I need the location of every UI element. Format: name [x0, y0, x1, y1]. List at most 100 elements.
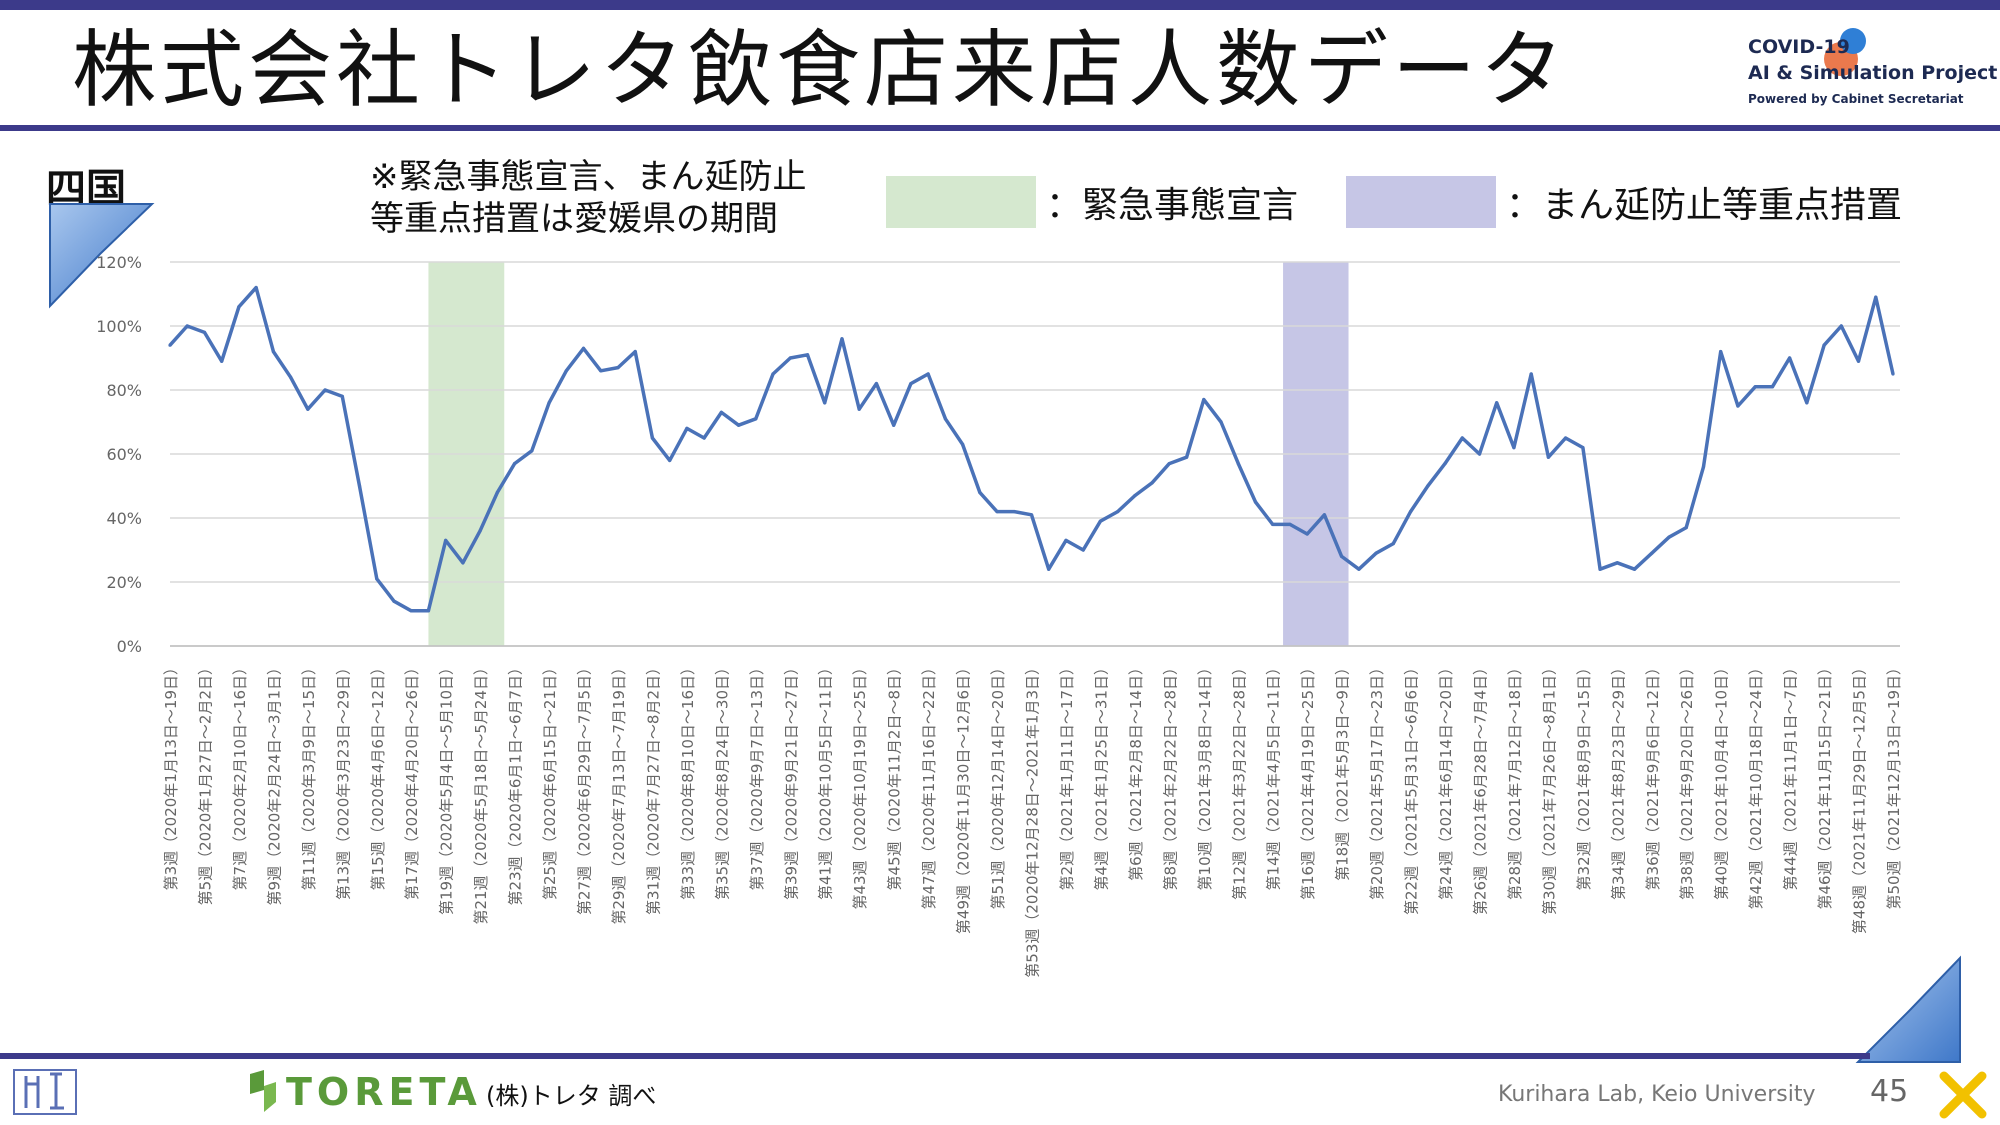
data-point: [857, 407, 861, 411]
x-tick-label: 第33週（2020年8月10日～16日）: [679, 660, 697, 900]
logo-blue-circle-icon: [1840, 28, 1866, 54]
data-point: [1564, 436, 1568, 440]
x-tick-label: 第26週（2021年6月28日～7月4日）: [1471, 660, 1489, 915]
x-tick-label: 第4週（2021年1月25日～31日）: [1092, 660, 1110, 890]
x-tick-label: 第8週（2021年2月22日～28日）: [1161, 660, 1179, 890]
data-point: [823, 401, 827, 405]
x-tick-label: 第42週（2021年10月18日～24日）: [1747, 660, 1765, 910]
data-point: [1719, 350, 1723, 354]
data-point: [1029, 513, 1034, 517]
data-point: [1529, 372, 1533, 376]
data-point: [1374, 551, 1378, 555]
data-point: [1684, 526, 1688, 530]
x-tick-label: 第43週（2020年10月19日～25日）: [851, 660, 869, 910]
legend-label-emergency: ：緊急事態宣言: [1046, 185, 1299, 226]
data-point: [892, 423, 896, 427]
data-point: [840, 337, 844, 341]
data-point: [237, 305, 241, 309]
data-point: [1546, 455, 1550, 459]
data-point: [1891, 372, 1895, 376]
y-tick-label: 120%: [96, 253, 142, 272]
data-point: [426, 609, 431, 613]
data-point: [1064, 538, 1068, 543]
data-point: [1667, 535, 1671, 539]
x-tick-label: 第40週（2021年10月4日～10日）: [1713, 660, 1731, 900]
x-tick-label: 第15週（2020年4月6日～12日）: [369, 660, 387, 890]
data-point: [1770, 385, 1774, 389]
x-tick-label: 第45週（2020年11月2日～8日）: [886, 660, 904, 890]
data-point: [202, 330, 207, 334]
data-point: [1512, 446, 1516, 450]
data-point: [461, 561, 465, 565]
data-point: [185, 324, 189, 328]
data-point: [1822, 343, 1826, 347]
data-point: [1495, 401, 1499, 405]
title-underline: [0, 125, 2000, 131]
data-point: [1167, 462, 1171, 466]
x-tick-label: 第5週（2020年1月27日～2月2日）: [196, 660, 214, 905]
data-point: [357, 484, 362, 488]
data-point: [323, 388, 327, 392]
y-tick-label: 20%: [106, 573, 142, 592]
x-tick-label: 第17週（2020年4月20日～26日）: [403, 660, 421, 900]
data-point: [668, 458, 672, 462]
x-tick-label: 第39週（2020年9月21日～27日）: [782, 660, 800, 900]
x-tick-label: 第32週（2021年8月9日～15日）: [1575, 660, 1593, 890]
data-point: [1856, 359, 1861, 363]
x-tick-label: 第49週（2020年11月30日～12月6日）: [955, 660, 973, 934]
data-point: [599, 369, 603, 373]
data-point: [1271, 522, 1275, 527]
data-point: [1202, 398, 1206, 402]
data-point: [1443, 462, 1447, 466]
data-point: [754, 417, 758, 421]
top-accent-bar: [0, 0, 2000, 10]
y-tick-label: 40%: [106, 509, 142, 528]
x-tick-label: 第3週（2020年1月13日～19日）: [162, 660, 180, 890]
x-tick-label: 第46週（2021年11月15日～21日）: [1816, 660, 1834, 910]
data-point: [1098, 519, 1103, 523]
data-point: [805, 353, 810, 357]
page-number: 45: [1870, 1074, 1909, 1109]
data-point: [581, 346, 586, 350]
data-point: [960, 442, 965, 446]
data-point: [530, 449, 534, 453]
x-tick-label: 第41週（2020年10月5日～11日）: [817, 660, 835, 900]
data-point: [1598, 567, 1602, 571]
data-point: [271, 350, 275, 354]
data-point: [1477, 452, 1482, 456]
data-point: [771, 372, 775, 376]
data-point: [1012, 510, 1016, 514]
data-point: [340, 394, 344, 398]
data-point: [1116, 510, 1120, 514]
data-point: [1788, 356, 1792, 360]
data-source: (株)トレタ 調べ: [486, 1082, 657, 1110]
data-point: [736, 423, 741, 427]
data-point: [478, 529, 482, 533]
y-tick-label: 100%: [96, 317, 142, 336]
data-point: [375, 577, 379, 581]
data-point: [1753, 385, 1757, 389]
y-tick-label: 80%: [106, 381, 142, 400]
x-mark-logo-icon: [1939, 1071, 1987, 1119]
x-tick-label: 第7週（2020年2月10日～16日）: [231, 660, 249, 890]
toreta-logo: TORETA: [246, 1068, 477, 1114]
data-point: [1581, 446, 1585, 450]
x-tick-label: 第27週（2020年6月29日～7月5日）: [576, 660, 594, 915]
data-point: [1219, 420, 1223, 424]
data-point: [1081, 548, 1085, 552]
x-tick-label: 第9週（2020年2月24日～3月1日）: [265, 660, 283, 905]
data-point: [1701, 465, 1706, 469]
data-point: [1615, 561, 1619, 565]
x-tick-label: 第36週（2021年9月6日～12日）: [1644, 660, 1662, 890]
corner-decoration-top-left: [49, 203, 155, 309]
data-point: [495, 490, 499, 494]
x-tick-label: 第25週（2020年6月15日～21日）: [541, 660, 559, 900]
data-point: [547, 401, 551, 405]
data-point: [392, 599, 396, 603]
x-tick-label: 第22週（2021年5月31日～6月6日）: [1403, 660, 1421, 915]
x-tick-label: 第34週（2021年8月23日～29日）: [1609, 660, 1627, 900]
data-point: [926, 372, 930, 376]
data-point: [1874, 295, 1878, 299]
x-tick-label: 第6週（2021年2月8日～14日）: [1127, 660, 1145, 881]
